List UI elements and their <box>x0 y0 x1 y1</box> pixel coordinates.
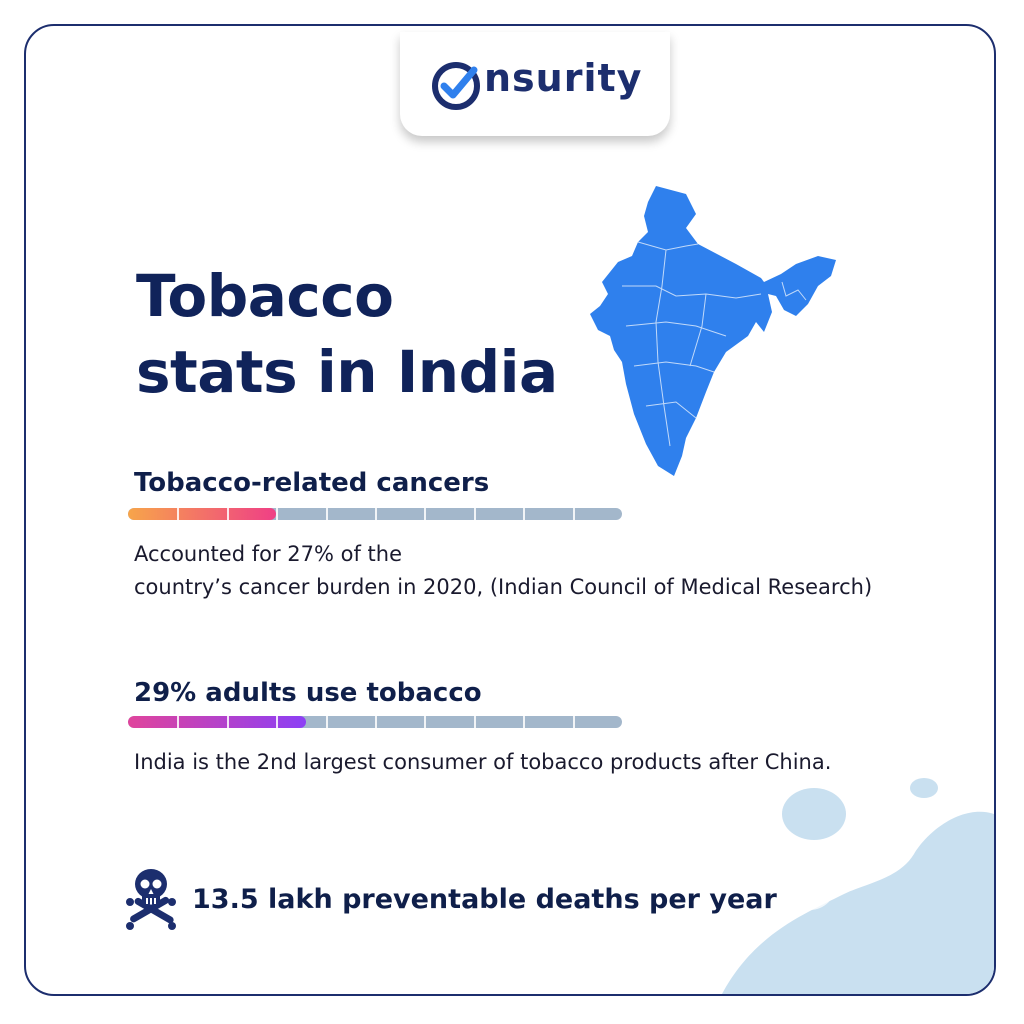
bar-segment-divider <box>473 716 476 728</box>
bar-segment-divider <box>325 716 328 728</box>
page-title: Tobacco stats in India <box>136 258 558 410</box>
bar-segment-divider <box>226 716 229 728</box>
bar-segment-divider <box>276 716 279 728</box>
progress-bar-cancers <box>128 508 622 520</box>
desc-line: Accounted for 27% of the <box>134 542 402 566</box>
title-line-1: Tobacco <box>136 262 394 330</box>
title-line-2: stats in India <box>136 338 558 406</box>
desc-line: country’s cancer burden in 2020, (Indian… <box>134 575 873 599</box>
brand-name: nsurity <box>484 56 643 100</box>
progress-bar-fill <box>128 716 306 728</box>
stat-description-adults: India is the 2nd largest consumer of tob… <box>134 750 832 774</box>
brand-logo: nsurity <box>400 32 670 136</box>
bar-segment-divider <box>375 508 377 520</box>
bar-segment-divider <box>177 508 180 520</box>
deaths-text: 13.5 lakh preventable deaths per year <box>192 884 777 915</box>
bar-segment-divider <box>325 508 328 520</box>
bar-segment-divider <box>572 508 575 520</box>
bar-segment-divider <box>424 716 427 728</box>
bar-segment-divider <box>473 508 476 520</box>
check-circle-icon <box>432 62 480 110</box>
bar-segment-divider <box>276 508 279 520</box>
bar-segment-divider <box>523 508 526 520</box>
bar-segment-divider <box>177 716 180 728</box>
decorative-blob <box>722 778 994 994</box>
bar-segment-divider <box>523 716 526 728</box>
progress-bar-fill <box>128 508 277 520</box>
stat-description-cancers: Accounted for 27% of the country’s cance… <box>134 538 872 604</box>
bar-segment-divider <box>226 508 229 520</box>
bar-segment-divider <box>424 508 427 520</box>
stat-heading-adults: 29% adults use tobacco <box>134 678 482 708</box>
bar-segment-divider <box>572 716 575 728</box>
bar-segment-divider <box>375 716 377 728</box>
stat-heading-cancers: Tobacco-related cancers <box>134 468 490 498</box>
skull-crossbones-icon <box>126 869 176 930</box>
india-map-illustration <box>590 186 836 476</box>
card-frame: nsurity Tobacco stats in India Tobacco-r… <box>24 24 996 996</box>
progress-bar-adults <box>128 716 622 728</box>
